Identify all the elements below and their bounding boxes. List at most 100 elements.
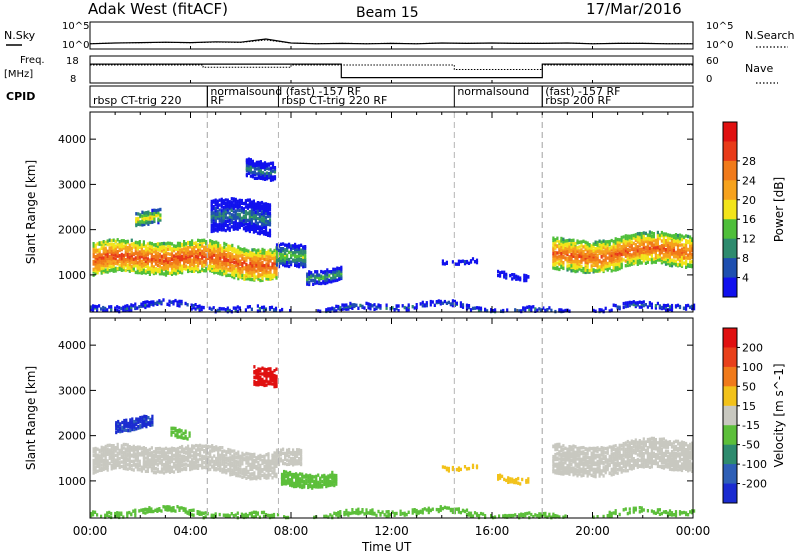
data-cell [616, 244, 619, 248]
data-cell [562, 254, 565, 258]
data-cell [612, 264, 615, 269]
data-cell [118, 254, 121, 258]
data-cell [256, 223, 259, 228]
data-cell [288, 454, 291, 459]
data-cell [136, 467, 139, 472]
colorbar-segment [723, 199, 737, 220]
data-cell [220, 202, 223, 206]
data-cell [610, 262, 613, 266]
data-cell [174, 298, 177, 303]
data-cell [385, 303, 388, 307]
colorbar-frame [722, 121, 738, 298]
data-cell [249, 467, 252, 471]
data-cell [219, 446, 222, 450]
data-cell [580, 268, 583, 273]
data-cell [582, 256, 585, 261]
data-cell [272, 308, 276, 312]
data-cell [198, 304, 201, 308]
data-cell [195, 254, 198, 259]
data-cell [130, 305, 133, 310]
data-cell [273, 269, 276, 273]
data-cell [441, 465, 444, 469]
data-cell [556, 236, 559, 240]
data-cell [215, 270, 218, 274]
data-cell [662, 244, 665, 248]
data-cell [269, 277, 272, 281]
data-cell [176, 467, 180, 471]
data-cell [236, 212, 239, 216]
data-cell [304, 264, 307, 268]
data-cell [212, 215, 215, 220]
station-title: Adak West (fitACF) [88, 0, 228, 18]
data-cell [172, 260, 176, 264]
data-cell [612, 246, 615, 250]
data-cell [247, 268, 250, 272]
data-cell [574, 246, 577, 250]
data-cell [693, 303, 696, 307]
data-cell [158, 299, 161, 303]
data-cell [126, 249, 129, 253]
data-cell [527, 275, 530, 279]
data-cell [515, 477, 518, 482]
data-cell [141, 210, 144, 214]
data-cell [560, 457, 563, 461]
data-cell [572, 265, 575, 269]
data-cell [650, 240, 653, 245]
data-cell [295, 479, 298, 484]
data-cell [116, 238, 119, 242]
data-cell [259, 170, 262, 174]
data-cell [134, 462, 137, 466]
data-cell [142, 457, 145, 462]
data-cell [178, 469, 182, 473]
data-cell [255, 381, 258, 385]
data-cell [552, 459, 555, 463]
data-cell [168, 271, 172, 275]
data-cell [211, 464, 214, 468]
data-cell [117, 419, 120, 424]
data-cell [260, 204, 264, 208]
data-cell [502, 308, 505, 313]
data-cell [626, 250, 629, 254]
data-cell [461, 305, 465, 309]
data-cell [131, 417, 134, 421]
data-cell [265, 166, 269, 171]
data-cell [128, 445, 131, 449]
data-cell [160, 467, 164, 471]
data-cell [225, 468, 228, 473]
data-cell [130, 308, 133, 312]
data-cell [606, 249, 609, 253]
data-cell [562, 470, 565, 474]
data-cell [626, 260, 629, 265]
data-cell [610, 256, 613, 260]
data-cell [150, 244, 153, 248]
data-cell [112, 461, 115, 465]
data-cell [644, 231, 647, 236]
data-cell [321, 483, 324, 487]
data-cell [682, 306, 686, 310]
data-cell [237, 272, 240, 276]
data-cell [306, 282, 309, 286]
data-cell [247, 452, 250, 456]
data-cell [320, 274, 323, 278]
data-cell [672, 239, 676, 243]
data-cell [606, 240, 609, 244]
data-cell [638, 231, 641, 236]
data-cell [339, 306, 342, 310]
data-cell [556, 442, 559, 447]
data-cell [275, 464, 278, 468]
data-cell [261, 256, 264, 261]
data-cell [118, 259, 121, 263]
data-cell [600, 246, 603, 251]
data-cell [318, 276, 321, 281]
data-cell [518, 309, 521, 313]
data-cell [592, 308, 595, 313]
data-cell [258, 208, 261, 212]
data-cell [234, 226, 237, 230]
data-cell [662, 248, 665, 252]
data-cell [261, 468, 264, 472]
data-cell [269, 161, 273, 166]
data-cell [606, 267, 609, 272]
data-cell [235, 459, 238, 464]
data-cell [108, 238, 111, 242]
data-cell [286, 462, 289, 467]
